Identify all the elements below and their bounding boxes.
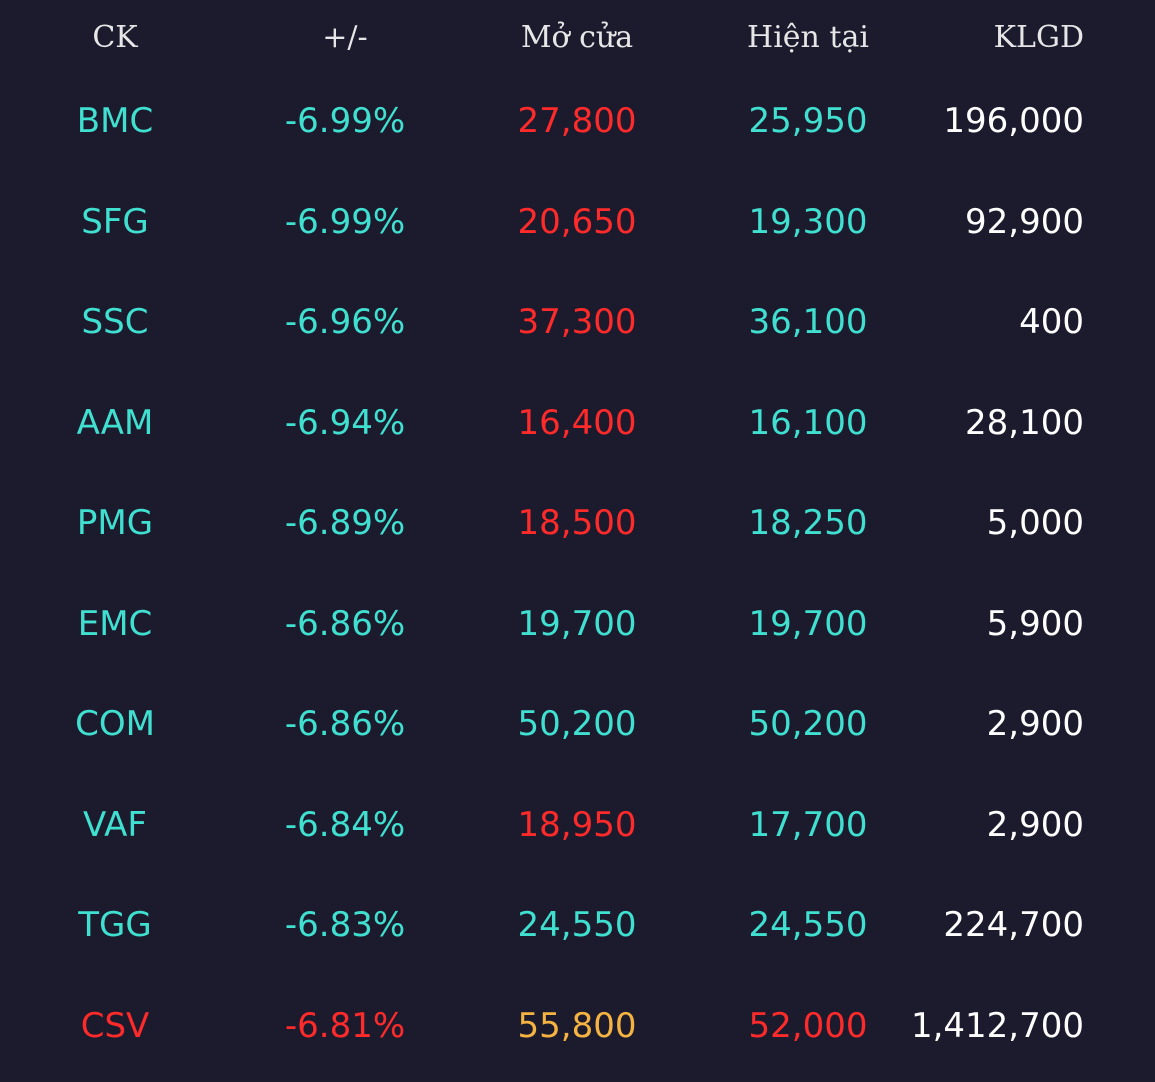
current-price: 19,700 xyxy=(748,603,868,644)
change-percent: -6.99% xyxy=(284,101,406,141)
change-percent: -6.89% xyxy=(284,503,406,543)
open-price: 27,800 xyxy=(517,101,637,141)
open-price: 20,650 xyxy=(517,201,637,242)
current-price: 24,550 xyxy=(748,905,868,945)
column-header-volume[interactable]: KLGD xyxy=(993,20,1084,55)
stock-symbol[interactable]: COM xyxy=(75,704,155,744)
table-row[interactable]: CSV -6.81% 55,800 52,000 1,412,700 xyxy=(0,975,1155,1076)
current-price: 19,300 xyxy=(748,201,868,242)
open-price: 50,200 xyxy=(517,704,637,744)
current-price: 17,700 xyxy=(748,804,868,845)
stock-symbol[interactable]: CSV xyxy=(80,1005,150,1046)
open-price: 18,950 xyxy=(517,804,637,845)
open-price: 24,550 xyxy=(517,905,637,945)
table-row[interactable]: AAM -6.94% 16,400 16,100 28,100 xyxy=(0,372,1155,473)
table-header: CK +/- Mở cửa Hiện tại KLGD xyxy=(0,0,1155,76)
table-row[interactable]: SSC -6.96% 37,300 36,100 400 xyxy=(0,271,1155,372)
table-row[interactable]: TGG -6.83% 24,550 24,550 224,700 xyxy=(0,874,1155,975)
current-price: 25,950 xyxy=(748,101,868,141)
table-row[interactable]: PMG -6.89% 18,500 18,250 5,000 xyxy=(0,472,1155,573)
change-percent: -6.86% xyxy=(284,603,406,644)
change-percent: -6.83% xyxy=(284,905,406,945)
open-price: 55,800 xyxy=(517,1005,637,1046)
column-header-open[interactable]: Mở cửa xyxy=(520,20,634,55)
open-price: 18,500 xyxy=(517,503,637,543)
trading-volume: 5,900 xyxy=(986,603,1084,644)
change-percent: -6.81% xyxy=(284,1005,406,1046)
current-price: 36,100 xyxy=(748,302,868,342)
current-price: 16,100 xyxy=(748,402,868,443)
trading-volume: 196,000 xyxy=(943,101,1084,141)
open-price: 16,400 xyxy=(517,402,637,443)
stock-symbol[interactable]: VAF xyxy=(83,804,147,845)
trading-volume: 92,900 xyxy=(965,201,1084,242)
change-percent: -6.94% xyxy=(284,402,406,443)
change-percent: -6.86% xyxy=(284,704,406,744)
trading-volume: 2,900 xyxy=(986,804,1084,845)
stock-symbol[interactable]: AAM xyxy=(76,402,154,443)
current-price: 18,250 xyxy=(748,503,868,543)
table-row[interactable]: EMC -6.86% 19,700 19,700 5,900 xyxy=(0,573,1155,674)
stock-symbol[interactable]: EMC xyxy=(77,603,153,644)
change-percent: -6.96% xyxy=(284,302,406,342)
table-row[interactable]: BMC -6.99% 27,800 25,950 196,000 xyxy=(0,70,1155,171)
stock-symbol[interactable]: TGG xyxy=(78,905,152,945)
trading-volume: 1,412,700 xyxy=(910,1005,1084,1046)
change-percent: -6.99% xyxy=(284,201,406,242)
trading-volume: 2,900 xyxy=(986,704,1084,744)
current-price: 50,200 xyxy=(748,704,868,744)
trading-volume: 224,700 xyxy=(943,905,1084,945)
trading-volume: 28,100 xyxy=(965,402,1084,443)
column-header-change[interactable]: +/- xyxy=(322,20,368,55)
trading-volume: 5,000 xyxy=(986,503,1084,543)
column-header-current[interactable]: Hiện tại xyxy=(747,20,869,55)
open-price: 19,700 xyxy=(517,603,637,644)
table-row[interactable]: VAF -6.84% 18,950 17,700 2,900 xyxy=(0,774,1155,875)
table-row[interactable]: SFG -6.99% 20,650 19,300 92,900 xyxy=(0,171,1155,272)
stock-symbol[interactable]: SFG xyxy=(81,201,149,242)
current-price: 52,000 xyxy=(748,1005,868,1046)
stock-symbol[interactable]: PMG xyxy=(76,503,154,543)
open-price: 37,300 xyxy=(517,302,637,342)
stock-symbol[interactable]: SSC xyxy=(81,302,149,342)
column-header-ck[interactable]: CK xyxy=(92,20,138,55)
table-body: BMC -6.99% 27,800 25,950 196,000 SFG -6.99% 20,… xyxy=(0,70,1155,1075)
table-row[interactable]: COM -6.86% 50,200 50,200 2,900 xyxy=(0,673,1155,774)
change-percent: -6.84% xyxy=(284,804,406,845)
trading-volume: 400 xyxy=(1019,302,1084,342)
stock-symbol[interactable]: BMC xyxy=(76,101,154,141)
